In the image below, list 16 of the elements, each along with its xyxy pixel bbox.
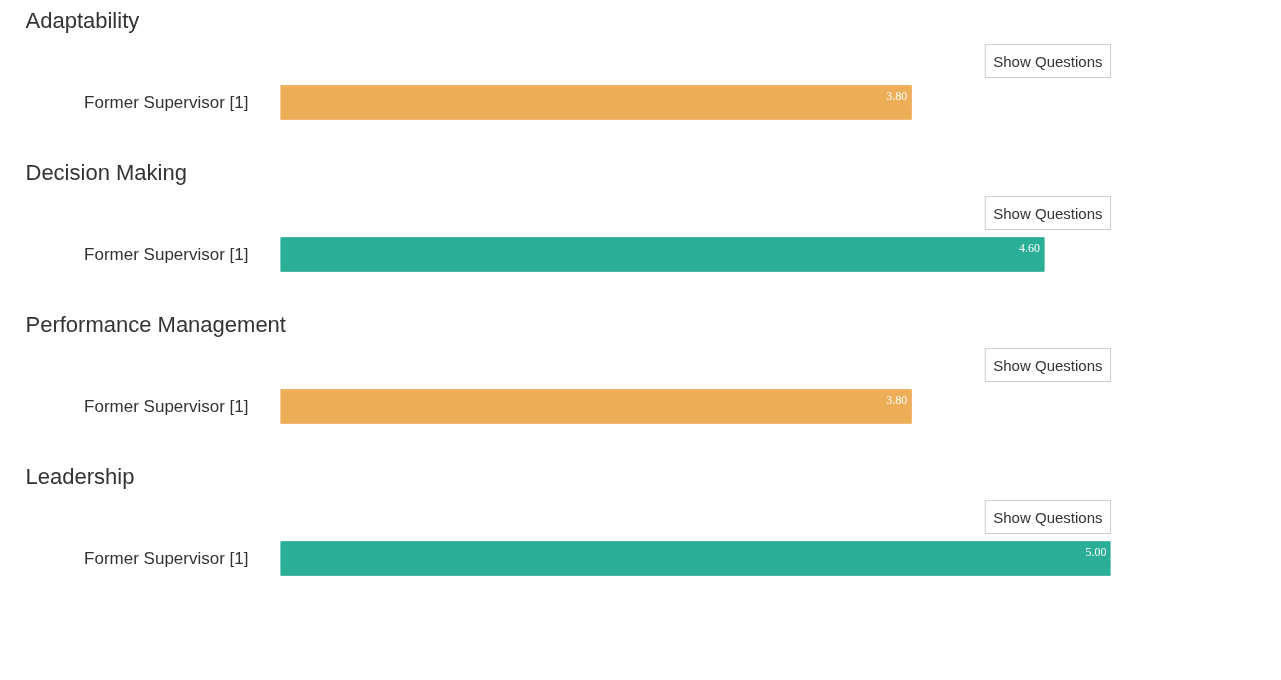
text: Leadership — [25, 463, 135, 489]
y-tick-label: Former Supervisor [1] — [84, 93, 249, 112]
annotation: Show Questions — [993, 204, 1103, 222]
annotation: Show Questions — [993, 508, 1103, 526]
data-label: 4.60 — [1019, 240, 1041, 255]
y-tick-label: Former Supervisor [1] — [84, 549, 249, 568]
text: Adaptability — [25, 7, 140, 33]
text: Show Questions — [993, 52, 1103, 70]
data-label: 3.80 — [886, 88, 908, 103]
y-tick-label: Former Supervisor [1] — [84, 245, 249, 264]
y-tick-label: Former Supervisor [1] — [84, 397, 249, 416]
chart-title: Decision Making — [25, 159, 187, 185]
chart-title: Performance Management — [25, 311, 286, 337]
data-label: 3.80 — [886, 392, 908, 407]
data-label: 5.00 — [1085, 544, 1107, 559]
text: Show Questions — [993, 356, 1103, 374]
